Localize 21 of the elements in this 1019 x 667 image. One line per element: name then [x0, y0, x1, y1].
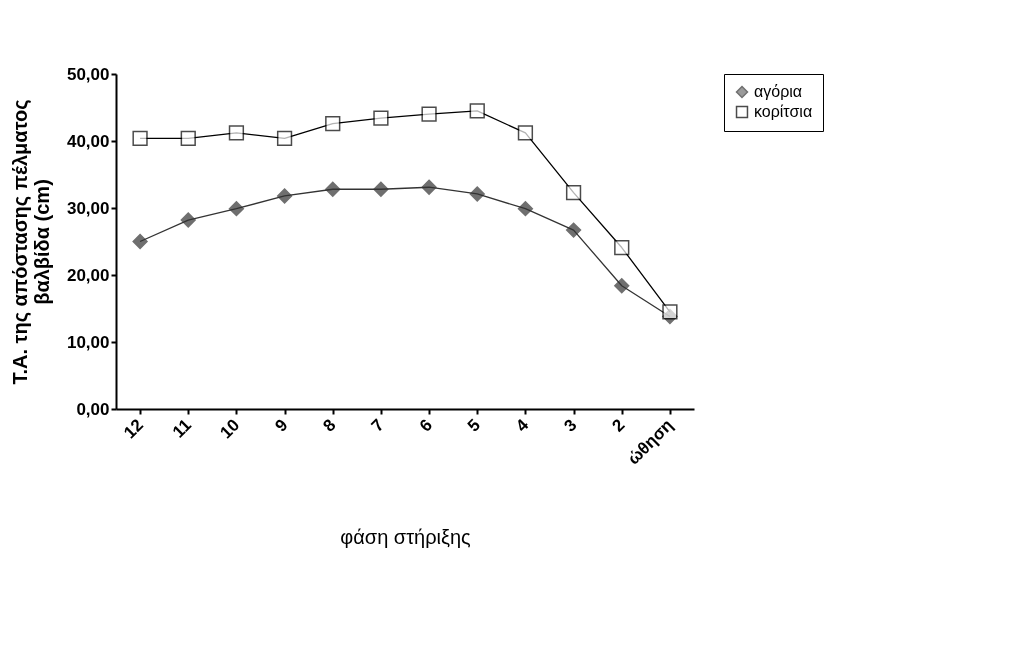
x-tick-label: 10: [216, 415, 244, 443]
x-tick-label: 7: [367, 415, 388, 436]
y-tick-label: 40,00: [66, 131, 110, 151]
y-tick-label: 0,00: [76, 399, 110, 419]
y-tick-label: 10,00: [66, 332, 110, 352]
x-tick-label: 12: [120, 415, 147, 443]
x-tick-label: 8: [319, 415, 340, 436]
x-tick-label: 4: [512, 415, 533, 436]
y-tick-label: 30,00: [66, 198, 110, 218]
y-axis-title: Τ.Α. της απόστασης πέλματος βαλβίδα (cm): [8, 99, 53, 385]
x-tick-label: 5: [463, 415, 485, 436]
x-tick-label: 2: [608, 415, 629, 436]
legend-label: αγόρια: [754, 83, 803, 100]
x-axis-title: φάση στήριξης: [340, 525, 472, 548]
x-tick-label: 9: [271, 415, 292, 436]
x-tick-label: 6: [415, 415, 436, 436]
legend-label: κορίτσια: [754, 103, 813, 120]
y-tick-label: 50,00: [66, 64, 110, 84]
x-tick-label: 3: [560, 415, 581, 436]
x-tick-label: 11: [168, 415, 196, 442]
y-tick-label: 20,00: [66, 265, 110, 285]
